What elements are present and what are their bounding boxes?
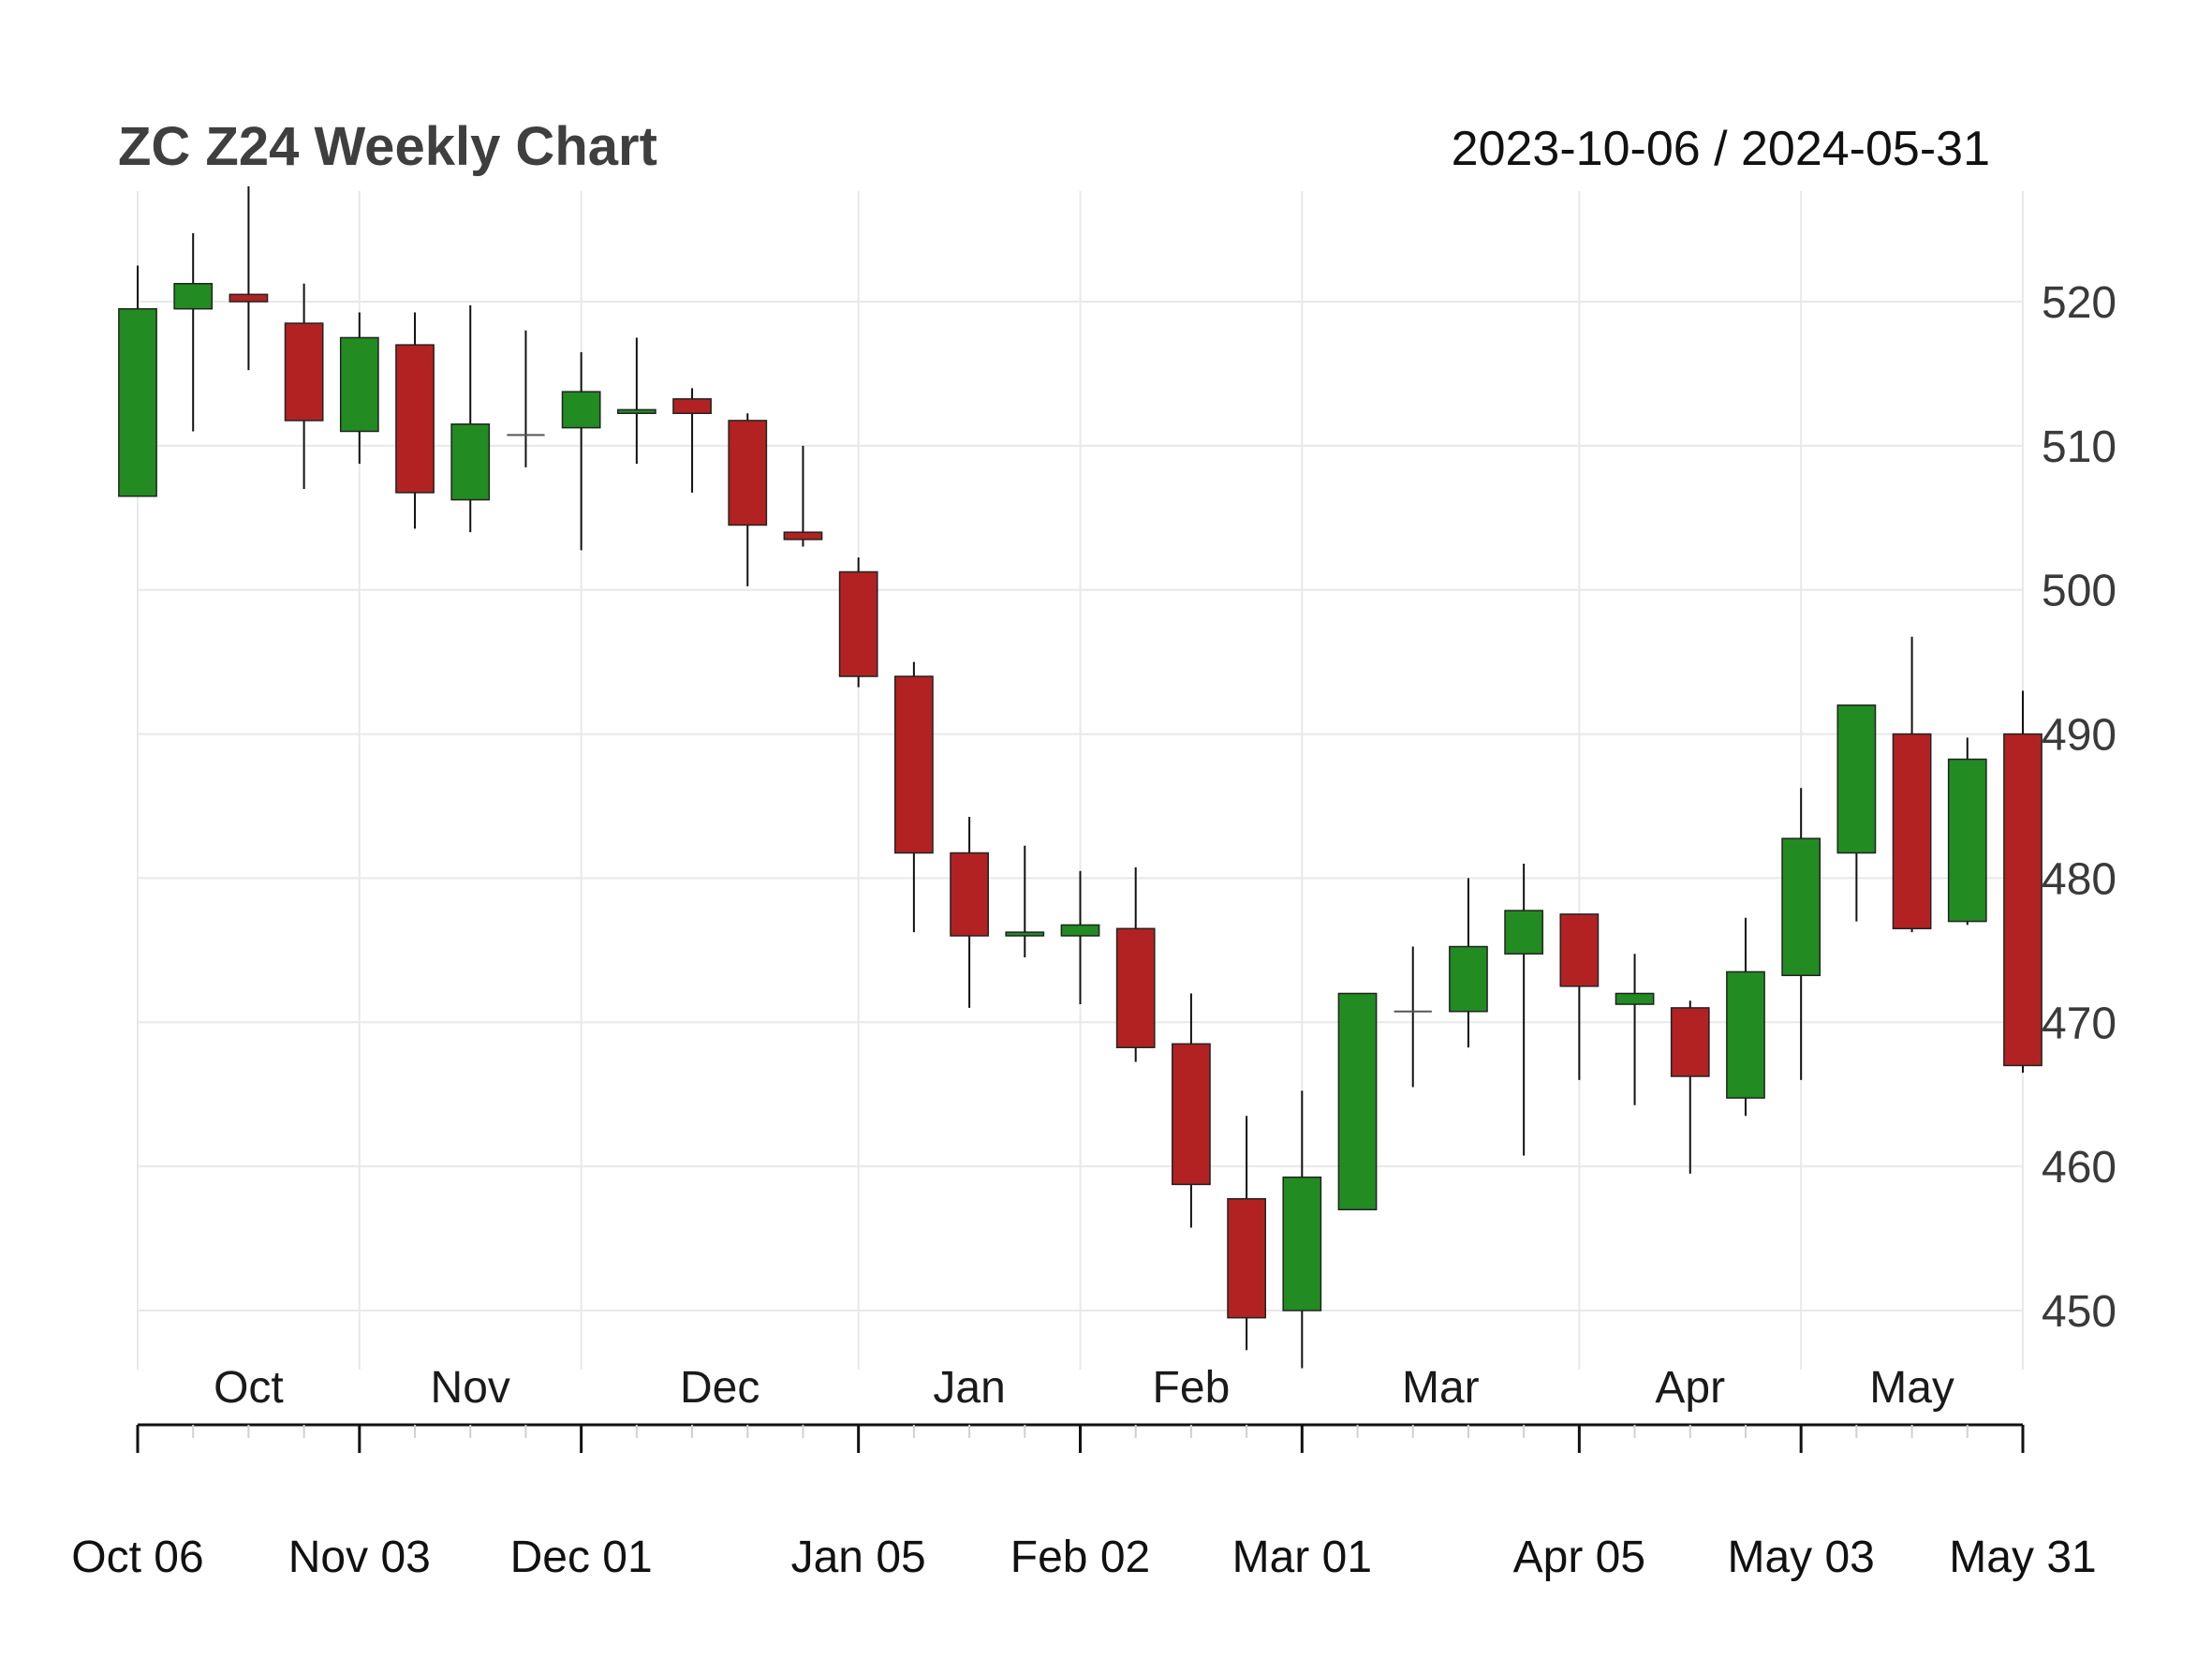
y-tick-label: 450 bbox=[2042, 1287, 2116, 1337]
candle-body bbox=[173, 283, 214, 310]
x-tick-label: Mar 01 bbox=[1232, 1533, 1372, 1582]
x-tick-label: May 31 bbox=[1949, 1533, 2096, 1582]
month-label: Mar bbox=[1402, 1363, 1480, 1413]
candle-body bbox=[1504, 910, 1544, 955]
candle-body bbox=[728, 420, 768, 526]
candle-body bbox=[1227, 1198, 1266, 1319]
month-label: May bbox=[1869, 1363, 1954, 1413]
candle-body bbox=[2003, 733, 2042, 1067]
candle-body bbox=[950, 852, 989, 937]
candle-body bbox=[284, 322, 324, 422]
x-axis bbox=[136, 1423, 2025, 1453]
candle-body bbox=[1836, 704, 1877, 854]
chart-title: ZC Z24 Weekly Chart bbox=[118, 116, 657, 177]
y-tick-label: 510 bbox=[2042, 422, 2116, 472]
candle-body bbox=[1559, 913, 1600, 987]
candle-body bbox=[894, 675, 934, 854]
x-tick-label: Dec 01 bbox=[510, 1533, 653, 1582]
candle-body bbox=[1670, 1007, 1710, 1077]
month-label: Feb bbox=[1153, 1363, 1231, 1413]
candles bbox=[118, 185, 2042, 1369]
candle-body bbox=[1172, 1043, 1211, 1186]
candle-body bbox=[1947, 758, 1987, 923]
candle-body bbox=[783, 531, 823, 541]
candle-body bbox=[450, 423, 491, 501]
y-tick-label: 520 bbox=[2042, 278, 2116, 328]
candle-body bbox=[1781, 837, 1821, 977]
x-tick-label: Apr 05 bbox=[1513, 1533, 1645, 1582]
x-tick-label: Nov 03 bbox=[288, 1533, 431, 1582]
candle-body bbox=[672, 398, 712, 414]
candle-body bbox=[838, 570, 878, 677]
month-label: Dec bbox=[680, 1363, 759, 1413]
candle-body bbox=[118, 307, 157, 497]
month-label: Apr bbox=[1655, 1363, 1725, 1413]
candle-body bbox=[1282, 1176, 1322, 1311]
candle-body bbox=[616, 408, 656, 414]
candle-body bbox=[1726, 970, 1765, 1099]
y-tick-label: 480 bbox=[2042, 854, 2116, 904]
candle-body bbox=[1892, 733, 1932, 930]
y-tick-label: 490 bbox=[2042, 711, 2116, 761]
candle-body bbox=[1615, 992, 1655, 1005]
x-tick-label: May 03 bbox=[1727, 1533, 1874, 1582]
x-tick-label: Jan 05 bbox=[791, 1533, 926, 1582]
labels: 450 460 470 480 490 500 510 520 Oct Nov Dec Jan Feb M… bbox=[71, 278, 2116, 1582]
candle-body bbox=[1337, 992, 1378, 1211]
month-label: Nov bbox=[431, 1363, 510, 1413]
x-tick-label: Feb 02 bbox=[1010, 1533, 1150, 1582]
candle-body bbox=[339, 336, 379, 433]
candle-body bbox=[1060, 924, 1100, 937]
date-range: 2023-10-06 / 2024-05-31 bbox=[1452, 122, 1990, 176]
month-label: Oct bbox=[214, 1363, 284, 1413]
month-label: Jan bbox=[933, 1363, 1005, 1413]
candle-body bbox=[561, 391, 601, 429]
candle-body bbox=[229, 293, 269, 303]
x-tick-label: Oct 06 bbox=[71, 1533, 203, 1582]
y-tick-label: 460 bbox=[2042, 1143, 2116, 1192]
candle-body bbox=[395, 344, 435, 494]
candle-body bbox=[1005, 931, 1045, 937]
candle-body bbox=[1449, 945, 1488, 1013]
candle-body bbox=[1115, 927, 1156, 1048]
y-tick-label: 470 bbox=[2042, 999, 2116, 1048]
y-tick-label: 500 bbox=[2042, 567, 2116, 616]
